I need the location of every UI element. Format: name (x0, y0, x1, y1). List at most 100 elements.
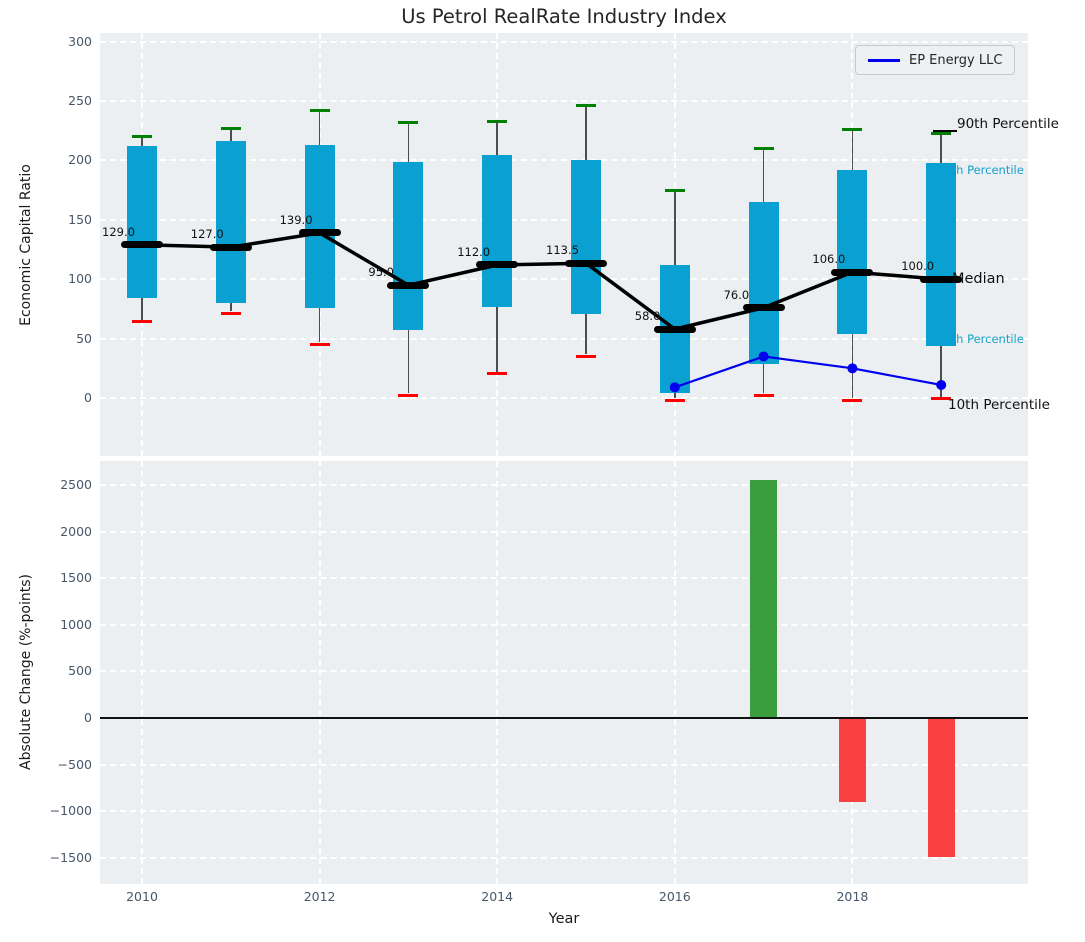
annotation-10th-percentile: 10th Percentile (948, 397, 1050, 413)
bottom-gridline-vert (318, 461, 321, 884)
whisker-cap-top (931, 131, 952, 135)
x-tick-label: 2012 (303, 889, 336, 904)
annotation-leader-line (933, 130, 957, 132)
median-dash (387, 281, 430, 289)
box-2011 (215, 141, 246, 303)
box-2013 (393, 161, 424, 331)
top-gridline (100, 100, 1028, 103)
annotation-median: Median (952, 271, 1005, 287)
box-2019 (926, 162, 957, 346)
legend-line-sample-icon (868, 58, 900, 62)
bottom-ytick-label: 500 (68, 663, 92, 679)
whisker-cap-top (398, 120, 419, 124)
top-gridline (100, 337, 1028, 340)
bottom-gridline (100, 530, 1028, 533)
x-tick-label: 2014 (481, 889, 514, 904)
whisker-cap-top (309, 109, 330, 113)
whisker-cap-bottom (309, 342, 330, 346)
median-value-label: 106.0 (812, 252, 846, 267)
median-value-label: 58.0 (634, 309, 661, 324)
whisker-cap-bottom (664, 398, 685, 402)
x-tick-label: 2016 (658, 889, 691, 904)
median-dash (298, 229, 341, 237)
whisker-cap-top (664, 188, 685, 192)
whisker-cap-top (487, 119, 508, 123)
median-value-label: 113.5 (546, 243, 579, 258)
top-ytick-label: 150 (68, 211, 92, 227)
median-dash (742, 304, 785, 312)
top-ytick-label: 0 (84, 390, 92, 406)
top-ytick-label: 100 (68, 271, 92, 287)
bottom-gridline-vert (141, 461, 143, 884)
whisker-cap-bottom (931, 397, 952, 401)
box-2017 (748, 202, 779, 364)
bottom-ytick-label: 0 (84, 709, 92, 725)
box-2010 (127, 146, 157, 299)
bottom-gridline (100, 623, 1028, 626)
box-2014 (482, 154, 513, 307)
whisker-cap-top (842, 128, 863, 132)
bottom-ytick-label: −1000 (49, 803, 92, 819)
box-2015 (571, 160, 601, 314)
xlabel: Year (548, 911, 580, 927)
bottom-gridline-vert (673, 461, 676, 884)
annotation-25th-percentile: 25th Percentile (937, 332, 1024, 346)
whisker-cap-top (576, 104, 596, 108)
whisker-cap-bottom (576, 354, 596, 358)
whisker-cap-bottom (398, 393, 419, 397)
top-ytick-label: 300 (68, 33, 92, 49)
median-value-label: 100.0 (901, 259, 935, 274)
legend-label: EP Energy LLC (909, 52, 1003, 68)
change-bar-2017 (750, 480, 778, 718)
x-tick-label: 2010 (126, 889, 158, 904)
zero-line (100, 717, 1028, 719)
whisker-cap-top (220, 126, 241, 130)
whisker-cap-bottom (753, 393, 774, 397)
whisker-cap-top (132, 135, 152, 139)
median-dash (831, 268, 874, 276)
top-gridline (100, 397, 1028, 400)
bottom-ytick-label: −500 (57, 756, 92, 772)
chart-title: Us Petrol RealRate Industry Index (401, 5, 727, 28)
annotation-75th-percentile: 75th Percentile (937, 163, 1024, 177)
median-value-label: 127.0 (190, 227, 224, 242)
top-gridline (100, 218, 1028, 221)
annotation-90th-percentile: 90th Percentile (957, 116, 1059, 132)
median-dash (565, 259, 607, 267)
bottom-ytick-label: 2000 (60, 523, 92, 539)
bottom-gridline (100, 670, 1028, 673)
bottom-ytick-label: 1500 (60, 570, 92, 586)
bottom-gridline (100, 810, 1028, 813)
median-dash (209, 243, 252, 251)
bottom-ytick-label: −1500 (49, 849, 92, 865)
median-value-label: 139.0 (279, 212, 313, 227)
median-value-label: 129.0 (102, 224, 135, 239)
bottom-gridline-vert (851, 461, 854, 884)
change-bar-2019 (927, 717, 955, 857)
median-value-label: 76.0 (723, 287, 750, 302)
whisker-cap-bottom (842, 398, 863, 402)
median-value-label: 95.0 (368, 265, 394, 280)
whisker-cap-bottom (220, 311, 241, 315)
top-gridline (100, 159, 1028, 162)
top-ylabel: Economic Capital Ratio (18, 164, 34, 326)
median-dash (476, 261, 519, 269)
median-dash (653, 325, 696, 333)
legend: EP Energy LLC (855, 45, 1016, 75)
top-ytick-label: 50 (76, 330, 92, 346)
top-ytick-label: 250 (68, 93, 92, 109)
top-ytick-label: 200 (68, 152, 92, 168)
bottom-ytick-label: 1000 (60, 616, 92, 632)
bottom-gridline (100, 856, 1028, 859)
median-value-label: 112.0 (457, 244, 491, 259)
bottom-gridline (100, 763, 1028, 766)
whisker-cap-bottom (132, 320, 152, 324)
x-tick-label: 2018 (836, 889, 869, 904)
bottom-gridline (100, 577, 1028, 580)
bottom-ytick-label: 2500 (60, 476, 92, 492)
change-bar-2018 (838, 717, 866, 802)
bottom-gridline-vert (496, 461, 499, 884)
bottom-gridline (100, 483, 1028, 486)
bottom-axes (100, 461, 1028, 884)
